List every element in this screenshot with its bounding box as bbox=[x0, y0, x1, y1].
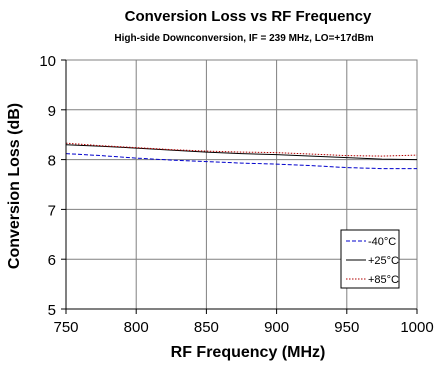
y-tick-label: 10 bbox=[39, 53, 56, 70]
axes: 750 800 850 900 950 1000 5 6 7 8 9 10 bbox=[39, 53, 433, 336]
series-lines bbox=[65, 142, 418, 170]
legend-box bbox=[340, 229, 400, 289]
chart-subtitle: High-side Downconversion, IF = 239 MHz, … bbox=[114, 33, 373, 44]
y-tick-label: 7 bbox=[48, 202, 56, 219]
axis-tick-labels: 750 800 850 900 950 1000 5 6 7 8 9 10 bbox=[39, 53, 433, 336]
series-line-0 bbox=[65, 153, 417, 170]
x-axis-label: RF Frequency (MHz) bbox=[171, 344, 326, 361]
legend-label: +85°C bbox=[368, 274, 399, 286]
axis-ticks bbox=[61, 59, 418, 314]
legend: -40°C +25°C +85°C bbox=[340, 229, 400, 289]
legend-label: +25°C bbox=[368, 255, 399, 267]
y-axis-label: Conversion Loss (dB) bbox=[6, 103, 23, 269]
chart-title: Conversion Loss vs RF Frequency bbox=[125, 8, 372, 25]
y-tick-label: 5 bbox=[48, 302, 56, 319]
x-tick-label: 900 bbox=[264, 319, 289, 336]
x-tick-label: 1000 bbox=[400, 319, 433, 336]
x-tick-label: 750 bbox=[53, 319, 78, 336]
x-tick-label: 800 bbox=[124, 319, 149, 336]
legend-label: -40°C bbox=[368, 236, 396, 248]
x-tick-label: 950 bbox=[334, 319, 359, 336]
plot-area bbox=[65, 59, 418, 310]
y-tick-label: 6 bbox=[48, 252, 56, 269]
gridlines bbox=[66, 60, 417, 309]
x-tick-label: 850 bbox=[194, 319, 219, 336]
y-tick-label: 8 bbox=[48, 153, 56, 170]
series-line-1 bbox=[65, 144, 418, 161]
y-tick-label: 9 bbox=[48, 103, 56, 120]
